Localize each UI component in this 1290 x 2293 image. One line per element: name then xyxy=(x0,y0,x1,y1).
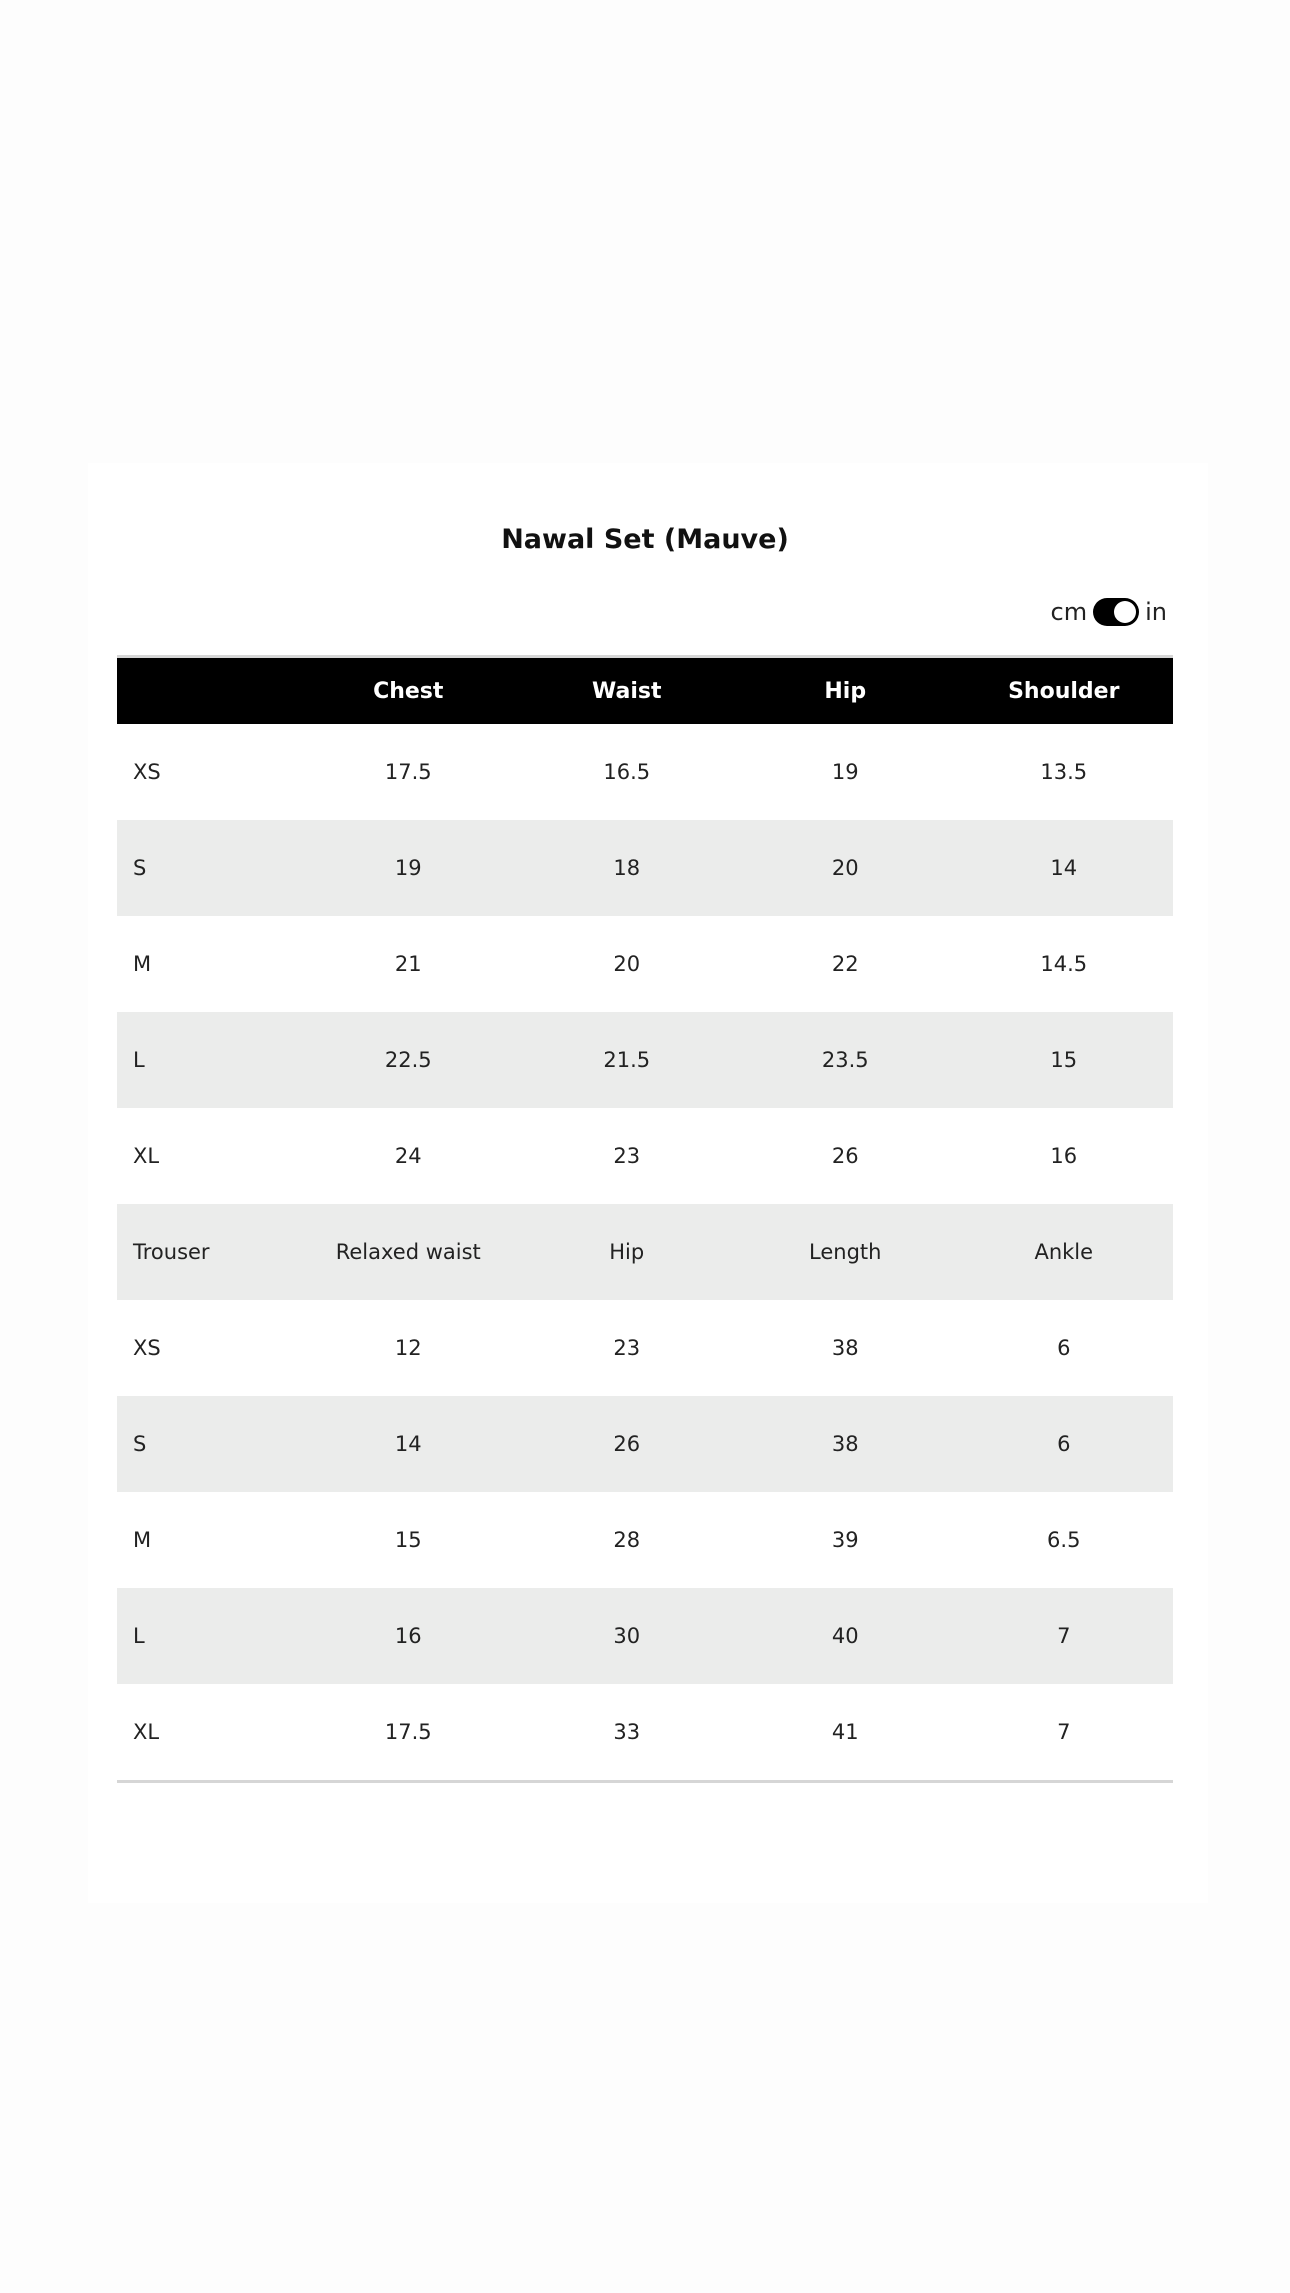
size-table: Chest Waist Hip Shoulder XS 17.5 16.5 19 13.… xyxy=(117,655,1173,1783)
table-cell: 23 xyxy=(613,1336,641,1360)
table-cell: XL xyxy=(133,1720,160,1744)
table-cell: 7 xyxy=(1057,1720,1071,1744)
table-cell: Ankle xyxy=(1034,1240,1094,1264)
table-cell: 23.5 xyxy=(821,1048,869,1072)
table-cell: 30 xyxy=(613,1624,641,1648)
table-cell: 33 xyxy=(613,1720,641,1744)
table-cell: 22.5 xyxy=(384,1048,432,1072)
table-row: Trouser Relaxed waist Hip Length Ankle xyxy=(117,1204,1173,1300)
table-row: S 14 26 38 6 xyxy=(117,1396,1173,1492)
switch-knob xyxy=(1114,601,1137,623)
table-cell: 14 xyxy=(394,1432,422,1456)
page-title: Nawal Set (Mauve) xyxy=(501,524,789,555)
table-cell: 19 xyxy=(394,856,422,880)
table-cell: 15 xyxy=(394,1528,422,1552)
table-cell: 28 xyxy=(613,1528,641,1552)
table-row: L 22.5 21.5 23.5 15 xyxy=(117,1012,1173,1108)
table-cell: 26 xyxy=(831,1144,859,1168)
table-cell: 19 xyxy=(831,760,859,784)
table-cell: 38 xyxy=(831,1336,859,1360)
header-cell: Hip xyxy=(824,678,867,704)
header-cell: Waist xyxy=(592,678,662,704)
table-cell: Relaxed waist xyxy=(335,1240,481,1264)
table-cell: L xyxy=(133,1624,145,1648)
table-cell: 41 xyxy=(831,1720,859,1744)
table-cell: 21 xyxy=(394,952,422,976)
table-cell: 16 xyxy=(394,1624,422,1648)
table-row: XL 17.5 33 41 7 xyxy=(117,1684,1173,1780)
table-cell: 13.5 xyxy=(1040,760,1088,784)
table-cell: 20 xyxy=(613,952,641,976)
table-row: M 21 20 22 14.5 xyxy=(117,916,1173,1012)
table-cell: 15 xyxy=(1050,1048,1078,1072)
table-cell: XS xyxy=(133,1336,161,1360)
table-cell: 6 xyxy=(1057,1336,1071,1360)
table-cell: 40 xyxy=(831,1624,859,1648)
header-cell: Chest xyxy=(373,678,444,704)
table-row: S 19 18 20 14 xyxy=(117,820,1173,916)
table-cell: 7 xyxy=(1057,1624,1071,1648)
unit-switch[interactable] xyxy=(1093,598,1140,626)
table-row: XL 24 23 26 16 xyxy=(117,1108,1173,1204)
table-cell: S xyxy=(133,1432,147,1456)
table-cell: 22 xyxy=(831,952,859,976)
unit-cm-label: cm xyxy=(1050,598,1088,626)
table-cell: 24 xyxy=(394,1144,422,1168)
table-cell: 17.5 xyxy=(384,1720,432,1744)
table-row: XS 12 23 38 6 xyxy=(117,1300,1173,1396)
table-cell: Length xyxy=(809,1240,882,1264)
table-cell: 26 xyxy=(613,1432,641,1456)
table-row: L 16 30 40 7 xyxy=(117,1588,1173,1684)
unit-in-label: in xyxy=(1145,598,1167,626)
table-cell: M xyxy=(133,952,152,976)
table-cell: Hip xyxy=(609,1240,645,1264)
table-cell: S xyxy=(133,856,147,880)
unit-toggle[interactable]: cm in xyxy=(1051,598,1167,626)
table-cell: 38 xyxy=(831,1432,859,1456)
table-cell: 39 xyxy=(831,1528,859,1552)
table-cell: M xyxy=(133,1528,152,1552)
table-row: XS 17.5 16.5 19 13.5 xyxy=(117,724,1173,820)
table-row: M 15 28 39 6.5 xyxy=(117,1492,1173,1588)
table-cell: 14.5 xyxy=(1040,952,1088,976)
table-cell: 16.5 xyxy=(603,760,651,784)
table-cell: 18 xyxy=(613,856,641,880)
table-cell: 23 xyxy=(613,1144,641,1168)
table-cell: 6 xyxy=(1057,1432,1071,1456)
table-cell: 6.5 xyxy=(1047,1528,1081,1552)
table-cell: 17.5 xyxy=(384,760,432,784)
table-cell: 14 xyxy=(1050,856,1078,880)
header-cell: Shoulder xyxy=(1008,678,1120,704)
table-cell: Trouser xyxy=(133,1240,210,1264)
table-cell: 12 xyxy=(394,1336,422,1360)
table-cell: 21.5 xyxy=(603,1048,651,1072)
table-cell: L xyxy=(133,1048,145,1072)
table-header: Chest Waist Hip Shoulder xyxy=(117,658,1173,724)
table-cell: XL xyxy=(133,1144,160,1168)
table-cell: XS xyxy=(133,760,161,784)
table-cell: 20 xyxy=(831,856,859,880)
table-cell: 16 xyxy=(1050,1144,1078,1168)
